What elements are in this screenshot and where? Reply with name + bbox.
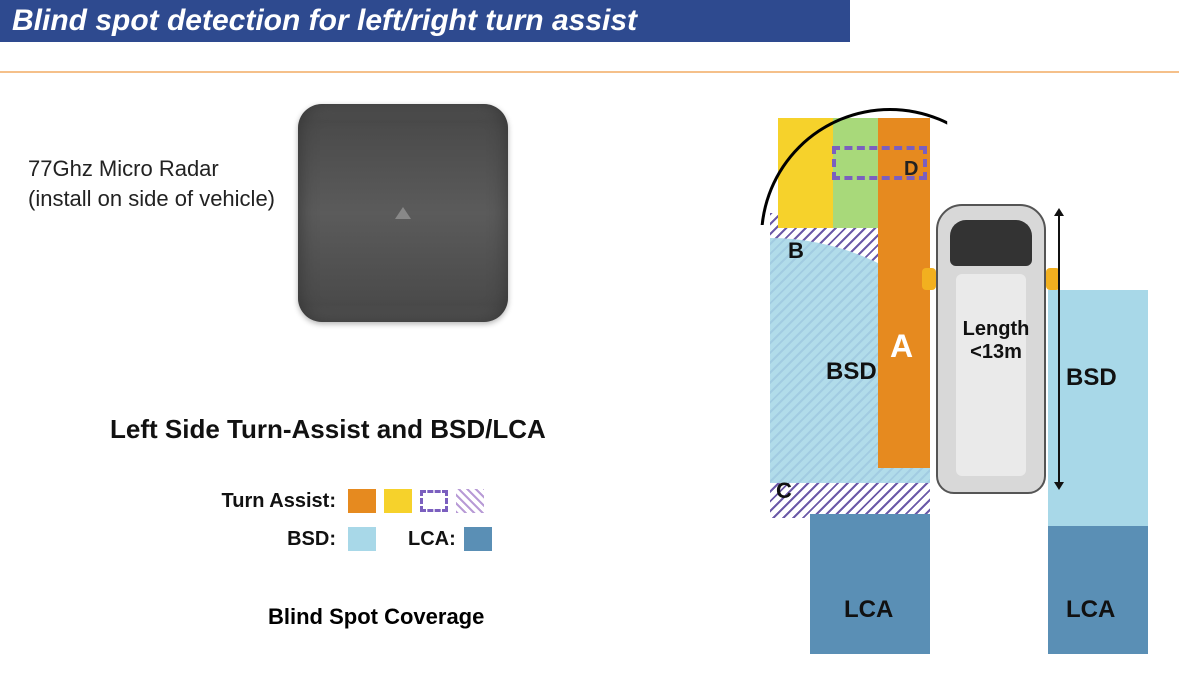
zone-lca-left	[810, 514, 930, 654]
zone-label-b: B	[788, 238, 804, 264]
zone-label-bsd-left: BSD	[826, 358, 877, 386]
content-area: 77Ghz Micro Radar (install on side of ve…	[0, 74, 1179, 682]
swatch-orange	[348, 489, 376, 513]
mirror-left-icon	[922, 268, 936, 290]
caption-line-2: (install on side of vehicle)	[28, 184, 275, 214]
legend-label-lca: LCA:	[408, 528, 456, 551]
legend-row-turn-assist: Turn Assist:	[210, 489, 492, 513]
zone-label-lca-left: LCA	[844, 596, 893, 624]
zone-label-d: D	[904, 158, 918, 181]
zone-label-a: A	[890, 328, 913, 365]
legend-row-bsd-lca: BSD: LCA:	[210, 527, 492, 551]
page-title: Blind spot detection for left/right turn…	[12, 4, 637, 37]
swatch-hatch	[456, 489, 484, 513]
swatch-yellow	[384, 489, 412, 513]
legend: Turn Assist: BSD: LCA:	[210, 489, 492, 565]
section-title: Left Side Turn-Assist and BSD/LCA	[110, 414, 546, 445]
coverage-diagram: D B A C BSD LCA BSD LCA Length <13m	[770, 118, 1150, 658]
swatch-lca	[464, 527, 492, 551]
zone-lca-right	[1048, 526, 1148, 654]
swatch-bsd	[348, 527, 376, 551]
length-dimension-arrow	[1058, 210, 1060, 488]
zone-label-c: C	[776, 478, 792, 504]
radar-device-image	[298, 104, 508, 322]
page-title-bar: Blind spot detection for left/right turn…	[0, 0, 850, 42]
zone-label-bsd-right: BSD	[1066, 364, 1117, 392]
legend-coverage-label: Blind Spot Coverage	[268, 604, 484, 630]
swatch-dashed	[420, 490, 448, 512]
zone-bsd-right	[1048, 290, 1148, 526]
zone-label-lca-right: LCA	[1066, 596, 1115, 624]
legend-label-bsd: BSD:	[210, 528, 340, 551]
length-label: Length <13m	[946, 318, 1046, 364]
legend-label-turn-assist: Turn Assist:	[210, 490, 340, 513]
radar-caption: 77Ghz Micro Radar (install on side of ve…	[28, 154, 275, 213]
caption-line-1: 77Ghz Micro Radar	[28, 154, 275, 184]
